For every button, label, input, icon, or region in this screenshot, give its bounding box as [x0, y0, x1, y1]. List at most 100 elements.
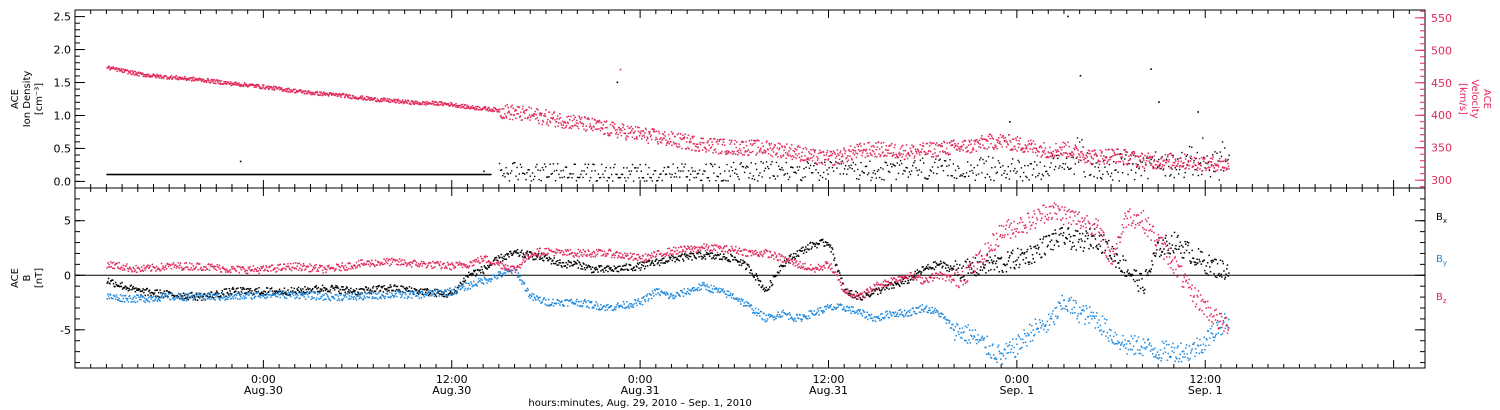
velocity-point	[415, 100, 417, 102]
velocity-point	[663, 137, 666, 139]
bx-point	[550, 263, 553, 265]
bx-point	[1029, 245, 1032, 248]
velocity-point	[807, 157, 809, 159]
bx-point	[227, 294, 230, 296]
velocity-point	[1225, 169, 1228, 171]
density-point	[308, 173, 311, 176]
velocity-point	[588, 126, 591, 128]
density-point	[341, 173, 344, 176]
velocity-point	[156, 76, 159, 78]
density-point	[350, 173, 352, 176]
velocity-point	[1122, 160, 1124, 163]
density-point	[425, 173, 428, 176]
density-point	[1176, 158, 1179, 160]
velocity-point	[194, 77, 197, 80]
bx-point	[107, 277, 110, 280]
bx-point	[488, 266, 491, 268]
density-point	[457, 173, 459, 176]
velocity-point	[200, 78, 202, 81]
density-point	[1219, 151, 1222, 153]
bx-point	[800, 250, 802, 252]
velocity-point	[731, 139, 733, 142]
density-point	[144, 173, 146, 176]
bx-point	[636, 262, 639, 264]
velocity-point	[483, 106, 485, 109]
velocity-point	[761, 152, 764, 155]
density-point	[954, 169, 957, 172]
bx-point	[648, 259, 651, 262]
density-point	[1030, 162, 1033, 165]
bx-point	[1005, 270, 1008, 273]
density-point	[746, 165, 748, 167]
velocity-point	[615, 131, 618, 134]
density-point	[199, 173, 201, 176]
bx-point	[241, 288, 243, 291]
density-point	[852, 161, 855, 164]
bx-point	[146, 287, 149, 290]
velocity-point	[977, 142, 980, 144]
bx-point	[258, 292, 261, 295]
bx-point	[417, 293, 420, 295]
velocity-point	[589, 125, 592, 127]
density-point	[190, 173, 192, 176]
velocity-point	[923, 150, 926, 153]
velocity-point	[790, 155, 792, 158]
velocity-point	[1184, 158, 1187, 160]
velocity-point	[643, 134, 645, 137]
velocity-point	[319, 91, 321, 93]
density-point	[723, 179, 725, 182]
density-point	[881, 178, 883, 181]
density-point	[1083, 171, 1085, 173]
velocity-point	[577, 122, 579, 125]
density-point	[938, 159, 940, 162]
velocity-point	[1100, 155, 1102, 157]
velocity-point	[409, 102, 411, 104]
density-point	[961, 175, 963, 177]
density-point	[1104, 166, 1106, 168]
velocity-point	[633, 132, 635, 134]
density-point	[276, 173, 279, 176]
density-point	[604, 170, 606, 172]
bx-point	[784, 264, 787, 267]
density-point	[357, 173, 359, 176]
velocity-point	[739, 149, 742, 152]
velocity-point	[146, 73, 149, 76]
bx-point	[368, 291, 370, 294]
velocity-point	[360, 95, 362, 97]
bx-point	[741, 262, 743, 265]
density-point	[848, 165, 850, 167]
velocity-point	[251, 83, 254, 86]
velocity-point	[546, 121, 548, 123]
bx-point	[246, 287, 249, 290]
density-point	[663, 166, 666, 169]
density-point	[147, 173, 149, 176]
velocity-point	[808, 151, 810, 153]
density-point	[526, 172, 528, 174]
left-y-title: ACEIon Density[cm⁻³]	[10, 71, 45, 128]
density-point	[348, 173, 351, 176]
density-point	[1179, 168, 1181, 171]
velocity-point	[732, 152, 735, 155]
velocity-point	[1132, 162, 1135, 165]
velocity-point	[794, 148, 796, 150]
velocity-point	[1131, 151, 1133, 154]
bx-point	[358, 288, 361, 291]
bx-point	[698, 256, 700, 258]
velocity-point	[1080, 159, 1083, 162]
bx-point	[668, 256, 671, 258]
density-point	[698, 169, 701, 171]
velocity-point	[293, 91, 296, 94]
velocity-point	[131, 73, 133, 76]
velocity-point	[1061, 154, 1064, 156]
bx-point	[1024, 251, 1026, 254]
velocity-point	[766, 140, 768, 142]
velocity-point	[1130, 154, 1133, 157]
velocity-point	[855, 156, 858, 159]
bx-point	[504, 258, 506, 260]
bx-point	[523, 255, 526, 258]
velocity-point	[210, 79, 212, 82]
bx-point	[374, 290, 377, 292]
velocity-point	[817, 152, 820, 155]
velocity-point	[858, 143, 861, 146]
density-point	[297, 173, 300, 176]
